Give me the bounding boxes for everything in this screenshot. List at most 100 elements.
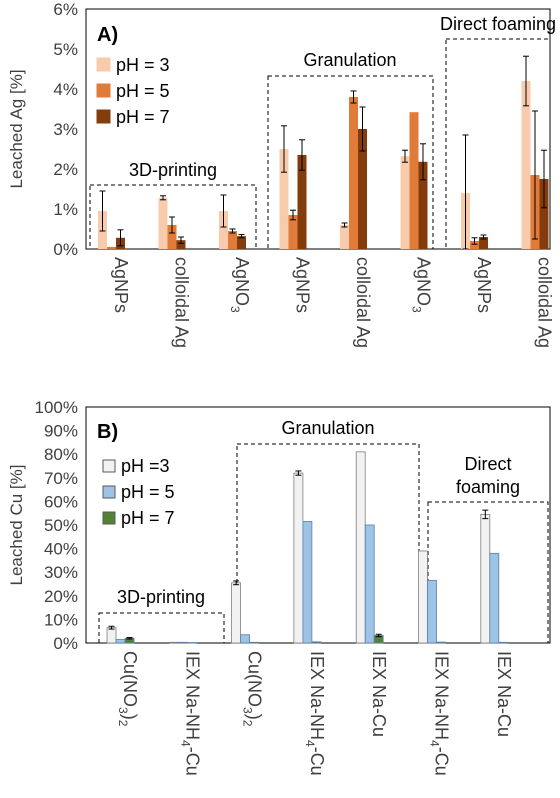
category-subscript: 4 (428, 740, 442, 747)
y-axis-title: Leached Ag [%] (7, 69, 26, 188)
category-text: AgNO (232, 257, 252, 306)
category-text: -Cu (182, 747, 202, 776)
plot-frame (85, 8, 551, 250)
legend-swatch (96, 109, 111, 124)
category-label: colloidal Ag (535, 257, 555, 348)
panel-label: B) (97, 421, 118, 443)
category-subscript: 3 (116, 707, 130, 714)
category-text: colloidal Ag (172, 257, 192, 348)
bar (106, 627, 117, 644)
category-subscript: 2 (116, 720, 130, 727)
bar (427, 580, 437, 644)
bar (311, 641, 322, 644)
group-label: Granulation (303, 50, 396, 70)
legend-swatch (102, 485, 116, 499)
bar (418, 550, 428, 644)
bar (115, 639, 126, 644)
group-label: Direct foaming (440, 14, 556, 34)
category-subscript: 3 (410, 306, 424, 313)
category-text: IEX Na-Cu (369, 651, 389, 737)
bar (479, 237, 488, 249)
y-tick-label: 60% (44, 492, 78, 511)
y-tick-label: 6% (53, 0, 78, 19)
bar (480, 513, 491, 644)
bar (436, 641, 446, 644)
category-text: colloidal Ag (535, 257, 555, 348)
bar (409, 112, 419, 249)
category-subscript: 3 (228, 306, 242, 313)
bar (302, 521, 313, 644)
chart-panel-a: 0% 1% 2% 3% 4% 5% 6% Leached Ag [%] A) 3D-printin… (7, 0, 556, 348)
bar (240, 634, 251, 644)
y-tick-label: 0% (53, 240, 78, 259)
category-label: Cu(NO3)2 (241, 651, 265, 727)
y-tick-label: 3% (53, 120, 78, 139)
y-tick-label: 90% (44, 422, 78, 441)
category-label: AgNPs (293, 257, 313, 313)
bar (358, 129, 367, 249)
bar (186, 642, 197, 644)
legend-label: pH = 7 (116, 107, 170, 127)
bar (177, 641, 188, 644)
bar (219, 211, 228, 249)
bar (489, 552, 500, 644)
category-text: ) (120, 714, 140, 720)
legend-swatch (96, 57, 111, 72)
bar (297, 155, 307, 249)
bar (237, 236, 246, 249)
bar (228, 231, 237, 249)
bar (355, 451, 366, 644)
category-text: IEX Na-NH (182, 651, 202, 740)
category-text: AgNPs (111, 257, 131, 313)
y-tick-label: 10% (44, 610, 78, 629)
bar (107, 247, 116, 249)
group-box (98, 612, 225, 644)
category-text: ) (245, 714, 265, 720)
group-box (445, 38, 551, 250)
category-text: AgNO (414, 257, 434, 306)
y-tick-label: 50% (44, 516, 78, 535)
group-label: Direct foaming (456, 454, 520, 497)
bar (231, 582, 242, 644)
legend-label: pH = 5 (116, 81, 170, 101)
bar (279, 149, 289, 249)
y-tick-label: 0% (53, 634, 78, 653)
category-label: IEX Na-NH4-Cu (303, 651, 327, 776)
bar (400, 156, 410, 249)
bar (167, 225, 177, 249)
bar (470, 241, 479, 249)
category-text: IEX Na-NH (432, 651, 452, 740)
category-text: AgNPs (474, 257, 494, 313)
category-label: AgNPs (474, 257, 494, 313)
category-text: Cu(NO (245, 651, 265, 707)
legend-swatch (96, 83, 111, 98)
legend-label: pH = 7 (121, 508, 175, 528)
category-label: IEX Na-NH4-Cu (428, 651, 452, 776)
y-tick-label: 30% (44, 563, 78, 582)
category-label: colloidal Ag (353, 257, 373, 348)
bar (158, 197, 168, 249)
bar (539, 179, 549, 249)
bar (418, 161, 428, 249)
y-tick-label: 20% (44, 587, 78, 606)
category-text: -Cu (432, 747, 452, 776)
y-tick-label: 80% (44, 445, 78, 464)
bar (168, 641, 179, 644)
y-tick-label: 100% (35, 398, 78, 417)
y-tick-label: 5% (53, 40, 78, 59)
group-box (89, 184, 257, 250)
legend-swatch (102, 511, 116, 525)
y-tick-label: 40% (44, 540, 78, 559)
bar (498, 641, 509, 644)
category-subscript: 4 (178, 740, 192, 747)
group-label: 3D-printing (117, 587, 205, 607)
category-label: AgNO3 (410, 257, 434, 313)
category-label: IEX Na-Cu (369, 651, 389, 737)
y-axis-title: Leached Cu [%] (7, 465, 26, 586)
category-text: AgNPs (293, 257, 313, 313)
y-tick-label: 1% (53, 200, 78, 219)
group-box (236, 443, 420, 644)
y-tick-label: 2% (53, 160, 78, 179)
bar (293, 472, 304, 644)
category-text: colloidal Ag (353, 257, 373, 348)
